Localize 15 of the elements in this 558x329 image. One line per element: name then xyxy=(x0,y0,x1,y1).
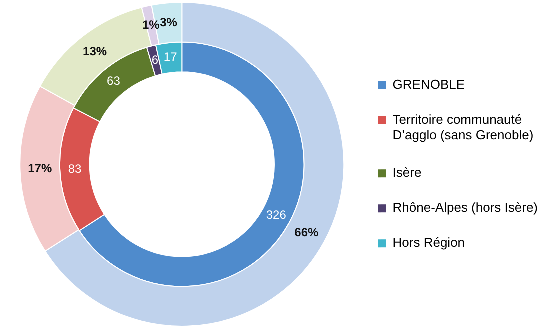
data-label: 83 xyxy=(68,162,82,176)
data-label: 1% xyxy=(142,18,160,32)
data-label: 326 xyxy=(266,208,287,222)
legend-label: GRENOBLE xyxy=(392,76,466,92)
data-label: 3% xyxy=(160,15,178,30)
data-label: 17% xyxy=(28,161,52,176)
data-label: 17 xyxy=(164,50,178,64)
legend-label: Rhône-Alpes (hors Isère) xyxy=(392,200,538,216)
data-label: 6 xyxy=(152,52,159,67)
data-label: 63 xyxy=(107,74,121,88)
legend-label: Isère xyxy=(392,165,422,180)
legend-label: Territoire communauté D’agglo (sans Grenoble) xyxy=(392,112,534,143)
data-label: 13% xyxy=(83,44,108,59)
legend-label: Hors Région xyxy=(392,235,466,250)
data-label: 66% xyxy=(294,225,319,240)
